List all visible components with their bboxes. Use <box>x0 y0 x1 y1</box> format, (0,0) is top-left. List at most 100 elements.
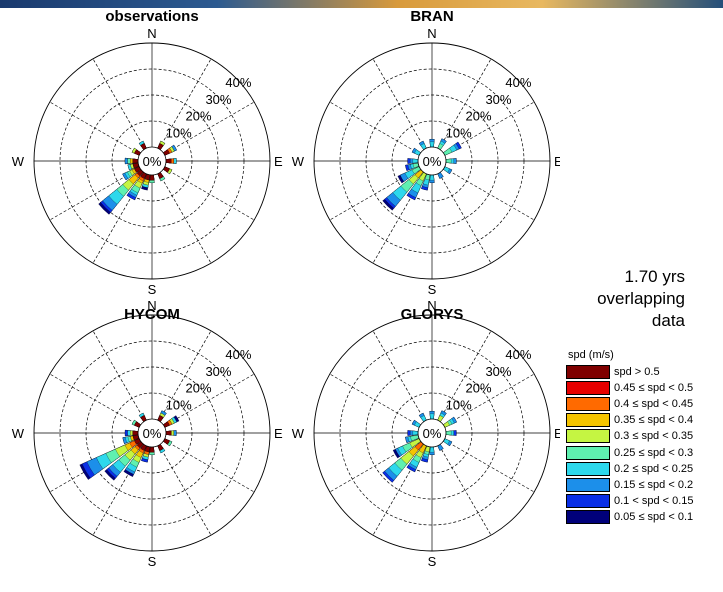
panel-title-bran: BRAN <box>410 8 454 25</box>
legend-label: 0.1 < spd < 0.15 <box>614 494 694 507</box>
grid-spoke <box>438 172 492 264</box>
center-label: 0% <box>423 154 442 169</box>
direction-label-e: E <box>274 154 283 169</box>
direction-label-s: S <box>428 554 437 569</box>
grid-spoke <box>49 101 141 155</box>
direction-label-n: N <box>147 26 156 41</box>
overlap-note: 1.70 yrs overlapping data <box>560 266 685 332</box>
grid-spoke <box>158 330 212 422</box>
direction-label-s: S <box>428 282 437 297</box>
grid-spoke <box>329 373 421 427</box>
grid-spoke <box>163 439 255 493</box>
petal-segment <box>412 158 419 164</box>
legend-swatch <box>566 397 610 412</box>
radial-tick-label: 30% <box>485 364 511 379</box>
legend-item: 0.4 ≤ spd < 0.45 <box>566 396 694 412</box>
direction-label-n: N <box>427 26 436 41</box>
petal-segment <box>132 430 139 436</box>
grid-spoke <box>438 330 492 422</box>
grid-spoke <box>92 58 146 150</box>
center-hole <box>417 146 447 176</box>
legend-item: 0.15 ≤ spd < 0.2 <box>566 477 694 493</box>
radial-tick-label: 10% <box>446 397 472 412</box>
radial-tick-label: 20% <box>186 109 212 124</box>
radial-tick-label: 20% <box>466 109 492 124</box>
legend-item: spd > 0.5 <box>566 364 694 380</box>
grid-spoke <box>443 373 535 427</box>
direction-label-n: N <box>427 298 436 313</box>
legend-item: 0.05 ≤ spd < 0.1 <box>566 509 694 525</box>
legend-swatch <box>566 413 610 428</box>
petal-segment <box>412 430 419 436</box>
wind-rose-hycom: 0% 10%20% 30% 40% N S E W <box>12 298 283 569</box>
legend-swatch <box>566 365 610 380</box>
legend-item: 0.2 ≤ spd < 0.25 <box>566 461 694 477</box>
legend-swatch <box>566 445 610 460</box>
legend-swatch <box>566 461 610 476</box>
legend-label: 0.15 ≤ spd < 0.2 <box>614 478 694 491</box>
legend-label: 0.4 ≤ spd < 0.45 <box>614 398 694 411</box>
overlap-note-line1: 1.70 yrs <box>624 267 685 286</box>
radial-tick-label: 30% <box>485 92 511 107</box>
center-label: 0% <box>143 426 162 441</box>
grid-spoke <box>443 167 535 221</box>
radial-tick-label: 10% <box>166 397 192 412</box>
grid-spoke <box>438 58 492 150</box>
legend-label: 0.3 ≤ spd < 0.35 <box>614 430 694 443</box>
grid-spoke <box>163 167 255 221</box>
petal-segment <box>165 158 172 164</box>
grid-spoke <box>92 330 146 422</box>
wind-rose-bran: 0% 10%20% 30% 40% N S E W <box>292 26 560 297</box>
wind-rose-observations: 0% 10%20% 30% 40% N S E W <box>12 26 283 297</box>
legend-label: 0.35 ≤ spd < 0.4 <box>614 414 694 427</box>
radial-tick-label: 10% <box>166 125 192 140</box>
legend-item: 0.3 ≤ spd < 0.35 <box>566 428 694 444</box>
grid-spoke <box>443 439 535 493</box>
legend-label: spd > 0.5 <box>614 366 660 379</box>
petal-segment <box>149 446 155 453</box>
speed-legend: spd (m/s) spd > 0.5 0.45 ≤ spd < 0.5 0.4 ≤… <box>566 346 694 525</box>
legend-swatch <box>566 429 610 444</box>
direction-label-e: E <box>274 426 283 441</box>
radial-tick-label: 40% <box>225 347 251 362</box>
grid-spoke <box>438 444 492 536</box>
radial-tick-label: 40% <box>505 75 531 90</box>
grid-spoke <box>158 172 212 264</box>
petal-segment <box>445 430 452 436</box>
petal-segment <box>429 446 435 453</box>
radial-tick-label: 40% <box>225 75 251 90</box>
legend-item: 0.25 ≤ spd < 0.3 <box>566 444 694 460</box>
legend-swatch <box>566 477 610 492</box>
legend-label: 0.05 ≤ spd < 0.1 <box>614 510 694 523</box>
grid-spoke <box>163 373 255 427</box>
overlap-note-line3: data <box>651 311 685 330</box>
panel-title-glorys: GLORYS <box>400 306 464 323</box>
radial-tick-label: 30% <box>205 364 231 379</box>
center-label: 0% <box>143 154 162 169</box>
wind-rose-glorys: 0% 10%20% 30% 40% N S E W <box>292 298 560 569</box>
grid-spoke <box>49 373 141 427</box>
legend-label: 0.25 ≤ spd < 0.3 <box>614 446 694 459</box>
petal-segment <box>132 158 139 164</box>
direction-label-n: N <box>147 298 156 313</box>
radial-tick-label: 20% <box>186 381 212 396</box>
grid-spoke <box>158 58 212 150</box>
direction-label-s: S <box>148 282 157 297</box>
direction-label-w: W <box>292 426 305 441</box>
panel-title-hycom: HYCOM <box>124 306 180 323</box>
direction-label-s: S <box>148 554 157 569</box>
grid-spoke <box>372 58 426 150</box>
grid-spoke <box>158 444 212 536</box>
petal-segment <box>429 141 435 148</box>
radial-tick-label: 20% <box>466 381 492 396</box>
legend-swatch <box>566 493 610 508</box>
legend-item: 0.35 ≤ spd < 0.4 <box>566 412 694 428</box>
panel-title-observations: observations <box>105 8 199 25</box>
legend-label: 0.2 ≤ spd < 0.25 <box>614 462 694 475</box>
petal-segment <box>429 174 435 181</box>
direction-label-w: W <box>12 426 25 441</box>
center-hole <box>137 418 167 448</box>
legend-title: spd (m/s) <box>568 349 614 361</box>
center-hole <box>417 418 447 448</box>
